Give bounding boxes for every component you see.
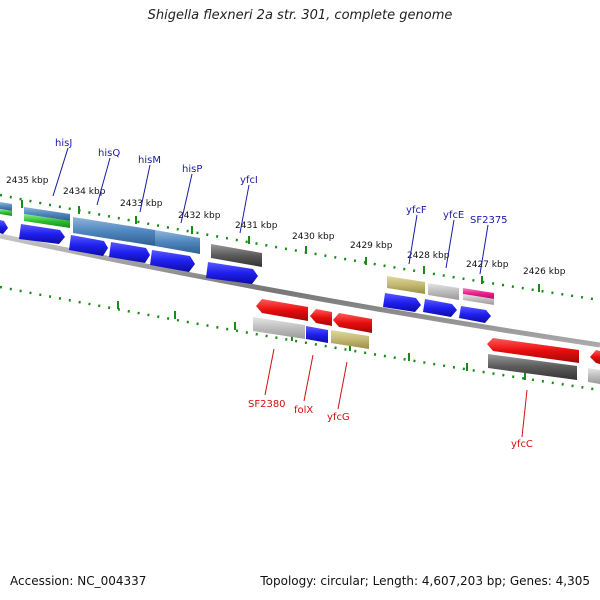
scale-label: 2428 kbp (407, 251, 450, 261)
top-leader-lines (52, 147, 489, 275)
gene-arrow[interactable] (590, 350, 600, 364)
scale-label: 2432 kbp (178, 211, 221, 221)
bottom-leader-lines (264, 348, 528, 438)
scale-label: 2427 kbp (466, 260, 509, 270)
map-title: Shigella flexneri 2a str. 301, complete … (147, 8, 453, 23)
gene-arrow[interactable] (0, 220, 8, 234)
forward-gene-row (0, 220, 491, 323)
feature-bar[interactable] (428, 283, 459, 300)
reverse-gene-row (256, 299, 600, 364)
gene-label-SF2380[interactable]: SF2380 (248, 399, 286, 410)
forward-major-ticks (21, 200, 540, 292)
accession-text: Accession: NC_004337 (10, 574, 147, 588)
gene-label-hisQ[interactable]: hisQ (98, 148, 120, 159)
gene-label-yfcE[interactable]: yfcE (443, 210, 464, 221)
feature-bar[interactable] (306, 326, 328, 343)
gene-label-folX[interactable]: folX (294, 405, 313, 416)
scale-label: 2429 kbp (350, 241, 393, 251)
gene-arrow[interactable] (310, 309, 332, 326)
feature-bar[interactable] (24, 214, 70, 228)
gene-label-yfcC[interactable]: yfcC (511, 439, 533, 450)
feature-bar[interactable] (488, 354, 577, 380)
gene-label-hisJ[interactable]: hisJ (55, 138, 72, 149)
gene-label-yfcG[interactable]: yfcG (327, 412, 350, 423)
feature-bar[interactable] (0, 202, 12, 211)
gene-label-hisP[interactable]: hisP (182, 164, 202, 175)
feature-bar[interactable] (211, 244, 262, 267)
forward-feature-row (0, 202, 494, 305)
feature-bar[interactable] (387, 276, 425, 294)
feature-bar[interactable] (588, 368, 600, 384)
gene-arrow[interactable] (333, 313, 372, 333)
scale-label: 2434 kbp (63, 187, 106, 197)
scale-label: 2430 kbp (292, 232, 335, 242)
genome-info-text: Topology: circular; Length: 4,607,203 bp… (260, 574, 590, 588)
gene-arrow[interactable] (109, 242, 150, 263)
feature-bar[interactable] (0, 209, 12, 216)
gene-label-yfcI[interactable]: yfcI (240, 175, 258, 186)
feature-bar[interactable] (463, 288, 494, 299)
gene-label-SF2375[interactable]: SF2375 (470, 215, 508, 226)
gene-arrow[interactable] (19, 224, 65, 244)
gene-arrow[interactable] (69, 235, 108, 256)
gene-arrow[interactable] (423, 299, 457, 317)
genome-backbone (0, 233, 600, 348)
gene-label-hisM[interactable]: hisM (138, 155, 161, 166)
gene-arrow[interactable] (459, 306, 491, 323)
gene-arrow[interactable] (487, 338, 579, 363)
feature-bar[interactable] (463, 294, 494, 305)
feature-bar[interactable] (331, 330, 369, 349)
reverse-tick-track (0, 285, 600, 392)
feature-bar[interactable] (24, 207, 70, 221)
feature-bar[interactable] (253, 317, 305, 339)
gene-label-yfcF[interactable]: yfcF (406, 205, 427, 216)
gene-arrow[interactable] (150, 250, 195, 272)
scale-label: 2435 kbp (6, 176, 49, 186)
reverse-feature-row (253, 317, 600, 384)
gene-arrow[interactable] (206, 262, 258, 284)
gene-arrow[interactable] (256, 299, 308, 321)
feature-bar[interactable] (155, 230, 200, 254)
scale-label: 2426 kbp (523, 267, 566, 277)
reverse-major-ticks (117, 301, 526, 380)
gene-arrow[interactable] (383, 293, 421, 312)
feature-bar[interactable] (73, 217, 155, 246)
scale-label: 2431 kbp (235, 221, 278, 231)
